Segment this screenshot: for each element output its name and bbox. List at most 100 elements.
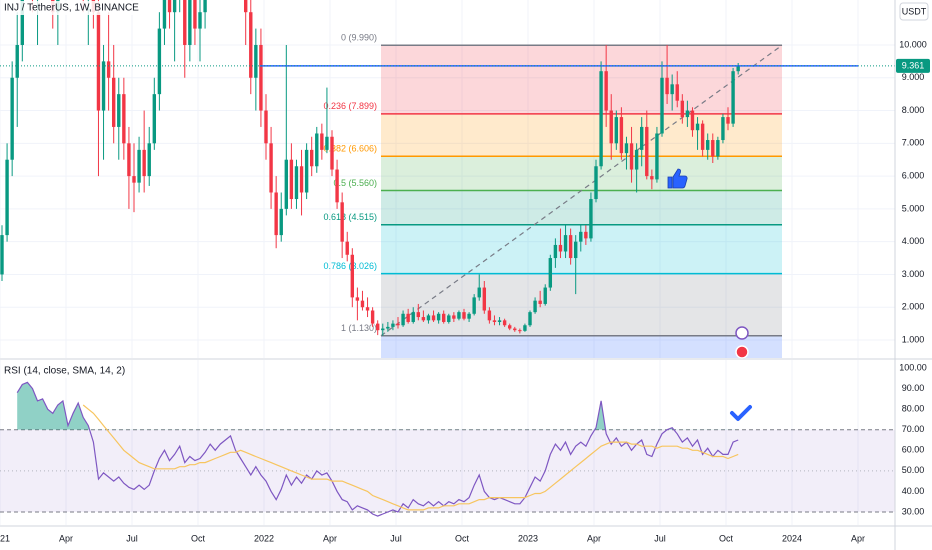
candle-body bbox=[563, 235, 568, 252]
candle-body bbox=[548, 258, 553, 288]
fib-label: 0.236 (7.899) bbox=[323, 101, 377, 111]
candle-body bbox=[477, 287, 481, 298]
candle-body bbox=[655, 133, 659, 180]
candle-body bbox=[533, 300, 537, 313]
price-pane: 0 (9.990) 0.236 (7.899) 0.382 (6.606) 0.5 (… bbox=[0, 0, 895, 358]
candle-body bbox=[132, 176, 136, 183]
y-tick-label: 6.000 bbox=[902, 170, 925, 180]
candle-body bbox=[609, 110, 613, 144]
candle-body bbox=[706, 140, 710, 150]
title-bg bbox=[1, 1, 151, 15]
candle-body bbox=[690, 110, 695, 131]
candle-body bbox=[726, 117, 730, 124]
last-price-box bbox=[896, 58, 930, 73]
candle-body bbox=[584, 231, 588, 239]
chart-title: INJ / TetherUS, 1W, BINANCE bbox=[4, 3, 139, 14]
candle-body bbox=[685, 110, 690, 118]
candle-body bbox=[320, 133, 324, 150]
candle-body bbox=[513, 328, 517, 331]
candle-body bbox=[670, 84, 674, 95]
currency-box[interactable] bbox=[899, 2, 929, 21]
candle-body bbox=[269, 143, 273, 193]
candle-body bbox=[645, 126, 649, 177]
currency-label: USDT bbox=[902, 6, 927, 16]
candle-body bbox=[122, 94, 126, 144]
y-tick-label: 5.000 bbox=[902, 203, 925, 213]
candle-body bbox=[619, 117, 624, 154]
candle-body bbox=[396, 323, 400, 326]
candle-body bbox=[441, 313, 446, 322]
x-tick-label: 2023 bbox=[518, 533, 538, 543]
candle-body bbox=[543, 287, 547, 304]
candle-body bbox=[614, 117, 619, 144]
fib-label: 0 (9.990) bbox=[341, 33, 377, 43]
check-icon bbox=[730, 405, 752, 421]
candle-body bbox=[309, 149, 314, 167]
candle-body bbox=[279, 208, 283, 236]
event-icon[interactable] bbox=[735, 326, 749, 340]
rsi-line bbox=[82, 404, 739, 511]
candle-body bbox=[375, 323, 380, 331]
candle-body bbox=[665, 77, 669, 95]
trend-line bbox=[380, 44, 783, 337]
candle-body bbox=[640, 126, 644, 150]
candle-body bbox=[111, 77, 116, 127]
candle-body bbox=[604, 71, 608, 111]
fib-zone-extension bbox=[381, 335, 782, 358]
candle-body bbox=[15, 44, 19, 78]
candle-body bbox=[711, 140, 715, 157]
candle-body bbox=[553, 244, 558, 259]
fib-label: 1 (1.130) bbox=[341, 323, 377, 333]
y-tick-label: 50.00 bbox=[902, 465, 925, 475]
x-tick-label: Oct bbox=[455, 533, 470, 543]
y-tick-label: 2.000 bbox=[902, 302, 925, 312]
y-tick-label: 90.00 bbox=[902, 383, 925, 393]
candle-body bbox=[325, 136, 329, 150]
candle-body bbox=[492, 320, 497, 322]
candle-body bbox=[650, 176, 654, 180]
candle-body bbox=[117, 94, 121, 127]
candle-body bbox=[243, 0, 248, 13]
candle-body bbox=[315, 133, 319, 167]
candle-body bbox=[386, 326, 390, 329]
rsi-band bbox=[0, 429, 895, 512]
rsi-title: RSI (14, close, SMA, 14, 2) bbox=[4, 366, 125, 377]
candle-body bbox=[457, 312, 461, 319]
candle-body bbox=[289, 159, 294, 200]
candle-body bbox=[594, 166, 598, 200]
candle-body bbox=[436, 313, 441, 321]
axes: 2021 Apr Jul Oct 2022 Apr Jul Oct 2023 Apr Jul Oct 2… bbox=[0, 39, 930, 543]
fib-label: 0.786 (3.026) bbox=[323, 261, 377, 271]
candle-body bbox=[736, 65, 740, 72]
candle-body bbox=[330, 136, 334, 170]
event-icon[interactable] bbox=[735, 345, 749, 359]
y-tick-label: 60.00 bbox=[902, 445, 925, 455]
candle-body bbox=[381, 328, 385, 331]
fib-label: 0.382 (6.606) bbox=[323, 144, 377, 154]
candle-body bbox=[193, 0, 197, 29]
candle-body bbox=[127, 143, 131, 177]
x-tick-label: Apr bbox=[851, 533, 865, 543]
candle-body bbox=[142, 149, 146, 177]
candle-body bbox=[721, 117, 725, 141]
candle-body bbox=[101, 61, 106, 111]
candle-body bbox=[162, 0, 167, 29]
y-tick-label: 100.00 bbox=[899, 362, 927, 372]
x-tick-label: Jul bbox=[390, 533, 402, 543]
candle-body bbox=[152, 94, 157, 144]
x-tick-label: 2021 bbox=[0, 533, 10, 543]
candle-body bbox=[523, 325, 527, 331]
candle-body bbox=[716, 140, 720, 157]
rsi-pane bbox=[0, 360, 895, 525]
candle-body bbox=[528, 312, 532, 326]
y-tick-label: 30.00 bbox=[902, 506, 925, 516]
candle-body bbox=[274, 192, 278, 236]
candle-body bbox=[695, 123, 700, 131]
candle-body bbox=[172, 0, 177, 13]
candle-body bbox=[431, 315, 436, 321]
candle-body bbox=[391, 323, 395, 327]
candle-body bbox=[355, 297, 360, 301]
candle-body bbox=[574, 241, 578, 259]
fib-zone bbox=[381, 45, 782, 114]
candle-body bbox=[599, 71, 603, 167]
